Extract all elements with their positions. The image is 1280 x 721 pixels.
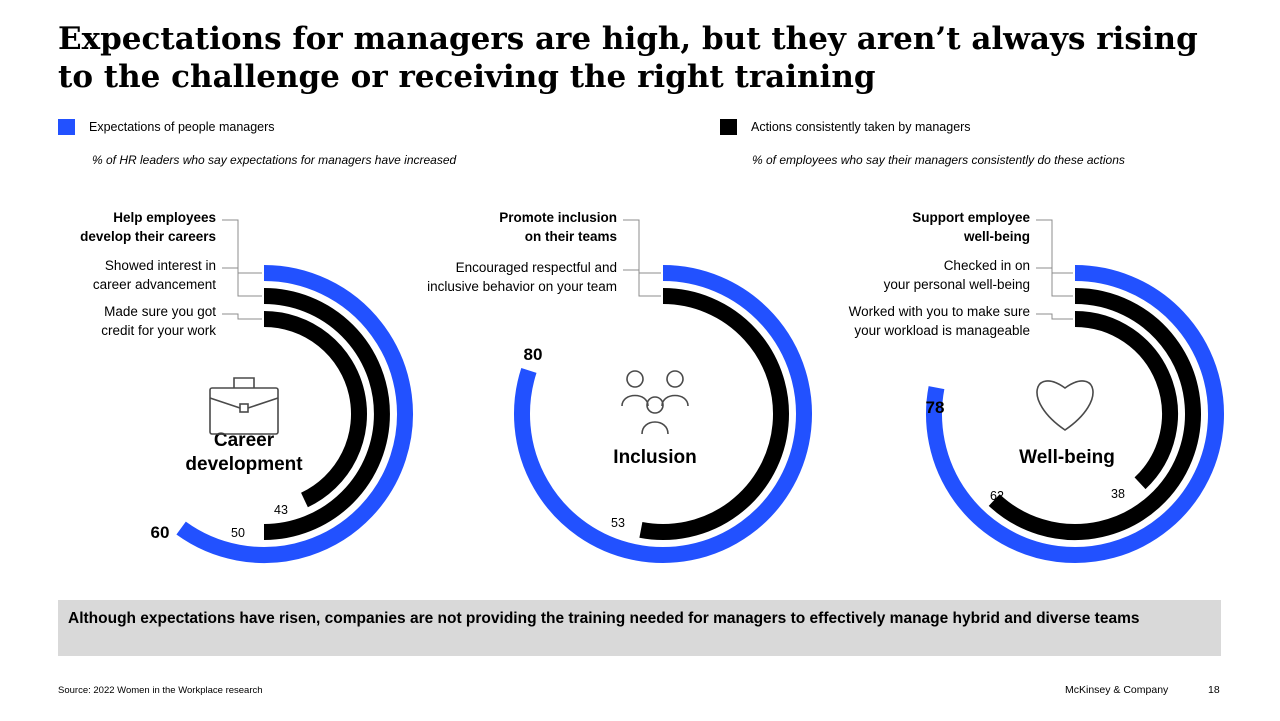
expectation-label-1-0: Help employees develop their careers bbox=[26, 208, 216, 246]
legend-swatch-blue bbox=[58, 119, 75, 135]
action-arc-3-1 bbox=[988, 288, 1201, 540]
leader-line-1-1 bbox=[222, 267, 262, 297]
brand-name: McKinsey & Company bbox=[1065, 684, 1169, 696]
expectation-label-3-0: Support employee well-being bbox=[840, 208, 1030, 246]
legend-expectations: Expectations of people managers bbox=[58, 119, 275, 135]
expectation-arc-3-0 bbox=[926, 265, 1224, 563]
action-arc-2-1 bbox=[639, 288, 789, 540]
action-label-2-1: Encouraged respectful and inclusive behav… bbox=[427, 258, 617, 296]
center-label-1: development bbox=[185, 454, 303, 475]
expectation-value-2-0: 80 bbox=[524, 345, 543, 364]
action-arc-1-1 bbox=[263, 288, 390, 540]
action-value-1-2: 43 bbox=[274, 503, 288, 517]
leader-line-2-1 bbox=[623, 269, 661, 297]
heart-icon bbox=[1036, 380, 1094, 431]
leader-line-3-1 bbox=[1036, 267, 1073, 297]
leader-line-1-0 bbox=[222, 219, 262, 274]
center-label-3: Well-being bbox=[1019, 447, 1115, 468]
takeaway-text: Although expectations have risen, compan… bbox=[68, 610, 1140, 627]
label-line: career advancement bbox=[92, 277, 216, 292]
legend-swatch-black bbox=[720, 119, 737, 135]
label-line: Promote inclusion bbox=[499, 210, 617, 225]
action-label-3-2: Worked with you to make sure your workloa… bbox=[840, 302, 1030, 340]
expectation-label-2-0: Promote inclusion on their teams bbox=[427, 208, 617, 246]
label-line: develop their careers bbox=[80, 229, 216, 244]
legend-actions-label: Actions consistently taken by managers bbox=[751, 120, 971, 134]
label-line: Help employees bbox=[113, 210, 216, 225]
legend-actions: Actions consistently taken by managers bbox=[720, 119, 971, 135]
source-note: Source: 2022 Women in the Workplace rese… bbox=[58, 685, 263, 696]
label-line: on their teams bbox=[524, 229, 617, 244]
action-label-1-2: Made sure you got credit for your work bbox=[26, 302, 216, 340]
people-group-icon bbox=[621, 370, 689, 435]
briefcase-icon bbox=[209, 377, 279, 435]
leader-line-2-0 bbox=[623, 219, 661, 274]
legend-expectations-note: % of HR leaders who say expectations for… bbox=[92, 153, 457, 167]
label-line: Checked in on bbox=[943, 258, 1030, 273]
page-title: Expectations for managers are high, but … bbox=[58, 21, 1198, 95]
leader-line-3-2 bbox=[1036, 313, 1073, 320]
label-line: Support employee bbox=[912, 210, 1030, 225]
action-value-1-1: 50 bbox=[231, 526, 245, 540]
action-label-1-1: Showed interest in career advancement bbox=[26, 256, 216, 294]
expectation-arc-2-0 bbox=[514, 265, 812, 563]
legend-actions-note: % of employees who say their managers co… bbox=[752, 153, 1125, 167]
label-line: Made sure you got bbox=[104, 304, 216, 319]
expectation-value-3-0: 78 bbox=[926, 398, 945, 417]
expectation-arc-1-0 bbox=[176, 265, 413, 563]
action-value-3-2: 38 bbox=[1111, 487, 1125, 501]
takeaway-box: Although expectations have risen, compan… bbox=[58, 600, 1221, 656]
action-arc-1-2 bbox=[263, 311, 367, 508]
center-label-1: Career bbox=[214, 430, 275, 451]
action-value-3-1: 62 bbox=[990, 489, 1004, 503]
action-arc-3-2 bbox=[1074, 311, 1178, 490]
leader-line-3-0 bbox=[1036, 219, 1073, 274]
legend-expectations-label: Expectations of people managers bbox=[89, 120, 275, 134]
label-line: Showed interest in bbox=[104, 258, 216, 273]
action-label-3-1: Checked in on your personal well-being bbox=[840, 256, 1030, 294]
label-line: your workload is manageable bbox=[854, 323, 1030, 338]
label-line: credit for your work bbox=[101, 323, 216, 338]
label-line: Encouraged respectful and bbox=[455, 260, 617, 275]
radial-chart-3: 78 62 38 Well-being bbox=[926, 219, 1224, 563]
radial-chart-1: 60 50 43 Career development bbox=[151, 219, 413, 563]
center-label-2: Inclusion bbox=[613, 447, 696, 468]
page-number: 18 bbox=[1208, 684, 1220, 696]
expectation-value-1-0: 60 bbox=[151, 523, 170, 542]
action-value-2-1: 53 bbox=[611, 516, 625, 530]
label-line: inclusive behavior on your team bbox=[427, 279, 617, 294]
leader-line-1-2 bbox=[222, 313, 262, 320]
label-line: Worked with you to make sure bbox=[848, 304, 1030, 319]
radial-chart-2: 80 53 Inclusion bbox=[514, 219, 812, 563]
label-line: well-being bbox=[963, 229, 1030, 244]
label-line: your personal well-being bbox=[883, 277, 1030, 292]
